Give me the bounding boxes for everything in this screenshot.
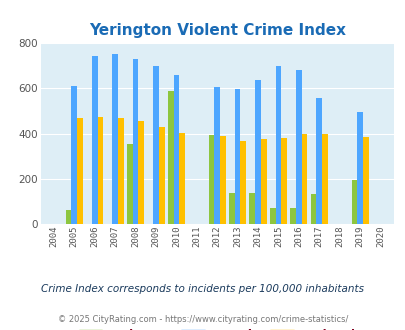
Bar	[97, 117, 103, 224]
Bar	[179, 133, 185, 224]
Text: © 2025 CityRating.com - https://www.cityrating.com/crime-statistics/: © 2025 CityRating.com - https://www.city…	[58, 315, 347, 324]
Bar	[153, 66, 158, 224]
Bar	[167, 90, 173, 224]
Bar	[66, 210, 71, 224]
Bar	[112, 53, 118, 224]
Bar	[71, 86, 77, 224]
Bar	[255, 80, 260, 224]
Bar	[132, 59, 138, 224]
Bar	[295, 70, 301, 224]
Bar	[362, 137, 368, 224]
Bar	[356, 112, 362, 224]
Bar	[240, 141, 245, 224]
Bar	[290, 208, 295, 224]
Bar	[173, 75, 179, 224]
Bar	[275, 66, 281, 224]
Bar	[118, 118, 124, 224]
Bar	[208, 135, 214, 224]
Bar	[301, 134, 307, 224]
Bar	[234, 89, 240, 224]
Bar	[281, 138, 286, 224]
Bar	[158, 127, 164, 224]
Bar	[220, 136, 225, 224]
Bar	[321, 134, 327, 224]
Bar	[249, 193, 255, 224]
Bar	[310, 194, 315, 224]
Bar	[315, 98, 321, 224]
Bar	[214, 87, 220, 224]
Bar	[92, 56, 97, 224]
Bar	[260, 139, 266, 224]
Bar	[138, 121, 144, 224]
Legend: Yerington, Nevada, National: Yerington, Nevada, National	[74, 325, 360, 330]
Bar	[127, 144, 132, 224]
Title: Yerington Violent Crime Index: Yerington Violent Crime Index	[88, 22, 345, 38]
Bar	[351, 180, 356, 224]
Bar	[77, 118, 83, 224]
Bar	[269, 208, 275, 224]
Bar	[228, 193, 234, 224]
Text: Crime Index corresponds to incidents per 100,000 inhabitants: Crime Index corresponds to incidents per…	[41, 284, 364, 294]
